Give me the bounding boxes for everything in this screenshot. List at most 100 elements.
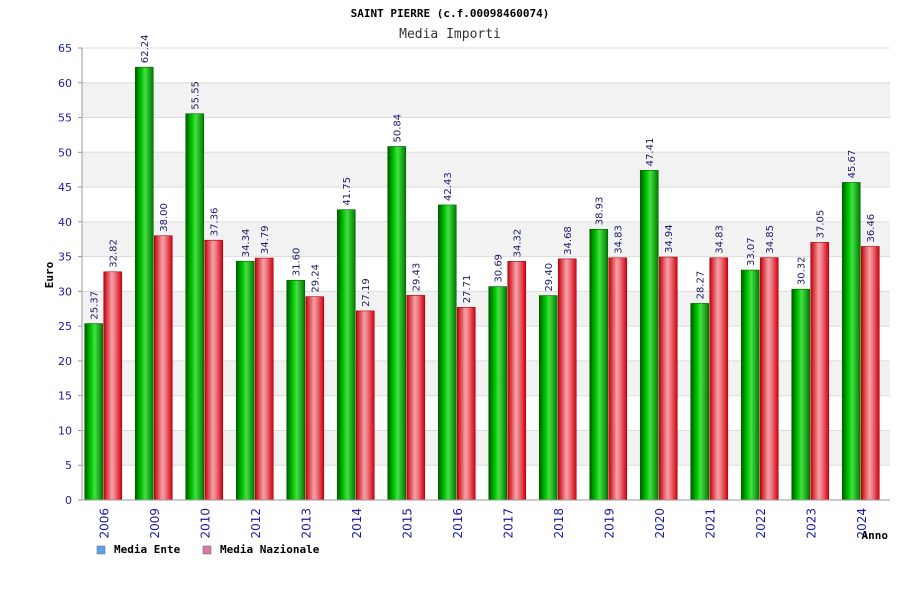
bar-media-nazionale-2009 [153,235,173,501]
data-label: 34.34 [241,229,252,258]
data-label: 27.19 [361,278,372,307]
x-tick-label: 2021 [703,508,717,539]
bar-media-nazionale-2017 [507,261,527,501]
legend-swatch-media-nazionale [202,545,212,555]
y-axis-ticks: 0 5 10 15 20 25 30 35 40 45 50 55 60 65 [58,42,82,507]
legend-label-media-ente: Media Ente [114,543,181,556]
data-label: 34.83 [614,225,625,254]
data-label: 55.55 [191,81,202,110]
y-tick-label: 55 [58,112,72,125]
y-tick-label: 65 [58,42,72,55]
data-label: 29.43 [412,263,423,292]
y-tick-label: 40 [58,216,72,229]
data-label: 34.68 [563,226,574,255]
data-label: 41.75 [342,177,353,206]
data-label: 37.36 [210,208,221,237]
data-label: 47.41 [645,138,656,167]
legend-label-media-nazionale: Media Nazionale [220,543,320,556]
grid-band [82,82,890,118]
x-tick-label: 2016 [451,508,465,539]
bar-media-ente-2009 [134,66,154,501]
bar-media-nazionale-2006 [103,271,123,501]
data-label: 28.27 [696,271,707,300]
data-label: 34.85 [765,225,776,254]
bar-media-ente-2010 [185,113,205,501]
data-label: 38.00 [159,203,170,232]
x-tick-label: 2012 [249,508,263,539]
bar-media-nazionale-2022 [759,257,779,501]
data-label: 36.46 [866,214,877,243]
bar-media-ente-2016 [437,204,457,501]
data-label: 25.37 [90,291,101,320]
x-tick-label: 2009 [148,508,162,539]
data-label: 29.40 [544,263,555,292]
x-tick-label: 2020 [653,508,667,539]
y-tick-label: 5 [65,459,72,472]
bars [84,66,880,501]
x-axis-ticks: 2006 2009 2010 2012 2013 2014 2015 2016 2017 2018… [97,508,869,539]
y-tick-label: 45 [58,181,72,194]
bar-media-nazionale-2023 [810,242,830,501]
data-label: 34.83 [715,225,726,254]
bar-media-ente-2021 [690,303,710,501]
bar-media-nazionale-2010 [204,239,224,501]
y-tick-label: 60 [58,77,72,90]
y-tick-label: 50 [58,146,72,159]
bar-media-ente-2024 [841,182,861,501]
data-label: 29.24 [311,264,322,293]
bar-media-ente-2022 [740,269,760,501]
x-tick-label: 2023 [804,508,818,539]
x-axis-label: Anno [862,529,889,542]
data-label: 42.43 [443,172,454,201]
grid-band [82,117,890,153]
bar-media-ente-2020 [639,170,659,501]
bar-media-nazionale-2014 [355,310,375,501]
bar-media-nazionale-2018 [557,258,577,501]
data-label: 34.94 [664,224,675,253]
bar-media-ente-2014 [336,209,356,501]
data-label: 30.69 [494,254,505,283]
data-label: 50.84 [393,114,404,143]
bar-media-ente-2019 [589,228,609,501]
legend-swatch-media-ente [96,545,106,555]
y-tick-label: 25 [58,320,72,333]
data-label: 31.60 [292,248,303,277]
bar-media-nazionale-2024 [860,246,880,501]
data-label: 33.07 [746,237,757,266]
grid-band [82,48,890,83]
bar-media-ente-2023 [791,288,811,501]
x-tick-label: 2014 [350,508,364,539]
data-labels: 25.37 32.82 62.24 38.00 55.55 37.36 34.34 34.79… [90,35,878,320]
chart-subtitle: Media Importi [399,27,501,42]
x-tick-label: 2017 [501,508,515,539]
legend: Media Ente Media Nazionale [96,543,320,556]
data-label: 30.32 [797,257,808,286]
bar-media-nazionale-2019 [608,257,628,501]
data-label: 37.05 [816,210,827,239]
bar-media-nazionale-2021 [709,257,729,501]
bar-media-nazionale-2015 [406,295,426,501]
bar-media-nazionale-2012 [254,257,274,501]
bar-media-ente-2015 [387,146,407,501]
y-tick-label: 10 [58,424,72,437]
grid-band [82,187,890,222]
data-label: 45.67 [847,150,858,179]
bar-media-ente-2012 [235,260,255,501]
grid-band [82,152,890,188]
y-axis-label: Euro [43,261,56,288]
x-tick-label: 2018 [552,508,566,539]
y-tick-label: 0 [65,494,72,507]
data-label: 32.82 [109,239,120,268]
x-tick-label: 2019 [602,508,616,539]
bar-media-nazionale-2020 [658,256,678,501]
x-tick-label: 2013 [299,508,313,539]
data-label: 34.79 [260,225,271,254]
data-label: 34.32 [513,229,524,258]
data-label: 38.93 [595,197,606,226]
bar-media-nazionale-2013 [305,296,325,501]
data-label: 27.71 [462,275,473,304]
x-tick-label: 2024 [855,508,869,539]
bar-media-ente-2018 [538,295,558,501]
bar-media-ente-2017 [488,286,508,501]
